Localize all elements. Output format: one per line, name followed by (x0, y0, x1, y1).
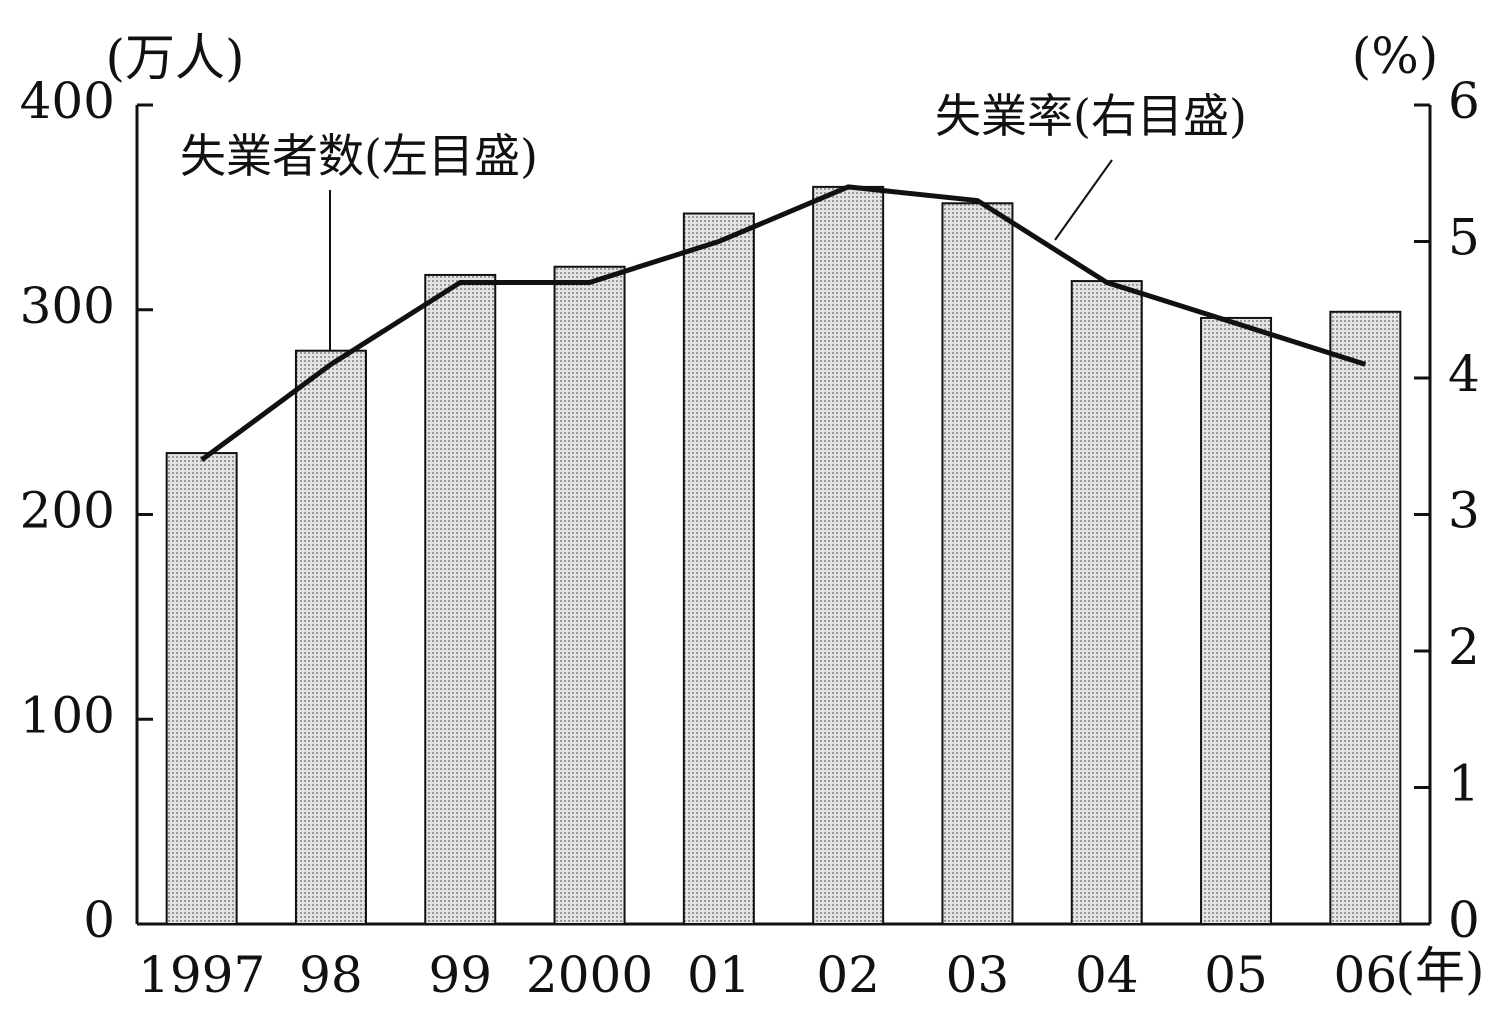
bar (1070, 280, 1143, 925)
y2-unit: (%) (1352, 27, 1439, 85)
x-tick-label: 02 (816, 946, 880, 1004)
x-tick-label: 1997 (138, 946, 265, 1004)
x-tick-label: 99 (428, 946, 492, 1004)
y2-tick-label: 3 (1448, 482, 1480, 540)
leader-line (1054, 159, 1113, 241)
bar-annotation: 失業者数(左目盛) (180, 129, 538, 183)
y2-tick-label: 6 (1448, 72, 1480, 130)
y2-tick-label: 4 (1448, 345, 1480, 403)
bar (682, 212, 755, 925)
x-tick-label: 04 (1075, 946, 1139, 1004)
y-tick-label: 400 (20, 72, 115, 130)
y2-tick-label: 0 (1448, 891, 1480, 949)
bar (1329, 310, 1402, 925)
bar (1200, 316, 1273, 925)
x-tick-label: 05 (1204, 946, 1268, 1004)
bar (941, 202, 1014, 925)
y-tick-label: 200 (20, 482, 115, 540)
line-annotation: 失業率(右目盛) (935, 89, 1247, 143)
y-tick-label: 100 (20, 686, 115, 744)
bar (553, 265, 626, 925)
line (200, 184, 1367, 462)
x-tick-label: 03 (946, 946, 1010, 1004)
x-tick-label: 2000 (526, 946, 653, 1004)
y-unit: (万人) (105, 29, 244, 87)
y2-tick-label: 2 (1448, 618, 1480, 676)
y-tick-label: 300 (20, 277, 115, 335)
bar (812, 185, 885, 925)
bar (424, 273, 497, 925)
bar (294, 349, 367, 925)
x-tick-label: 01 (687, 946, 751, 1004)
y2-tick-label: 1 (1448, 755, 1480, 813)
x-tick-label: 98 (299, 946, 363, 1004)
y-tick-label: 0 (83, 891, 115, 949)
bar (165, 452, 238, 925)
y2-tick-label: 5 (1448, 209, 1480, 267)
x-tick-label: 06 (1334, 946, 1398, 1004)
x-unit: (年) (1395, 942, 1484, 1000)
